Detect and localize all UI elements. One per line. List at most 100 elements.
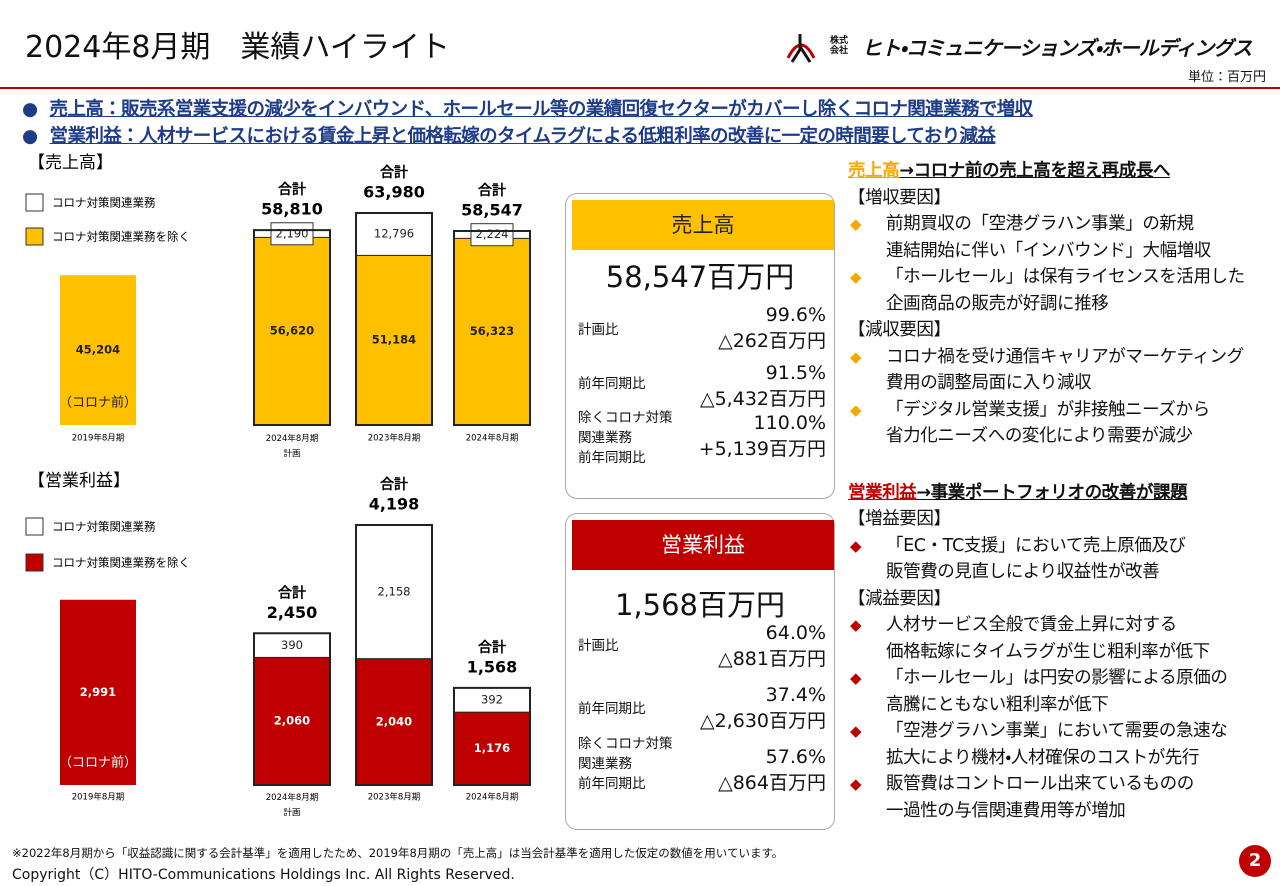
kpi-row-label-line: 計画比 [578,638,619,654]
value-label: 1,176 [474,741,510,755]
company-prefix: 株式会社 [830,36,849,56]
value-label: 56,323 [470,324,514,338]
total-outline [453,686,531,786]
panel-heading: 営業利益→事業ポートフォリオの改善が課題 [848,480,1278,507]
x-tick-label: 2019年8月期 [72,792,125,803]
x-tick-label: 2023年8月期 [368,433,421,444]
kpi-main: 58,547百万円 [605,260,795,294]
bullet-dot: ● [22,126,38,147]
bar-segment [454,238,530,425]
kpi-rate: 99.6% [765,304,826,326]
headline-text: 営業利益：人材サービスにおける賃金上昇と価格転嫁のタイムラグによる低粗利率の改善… [49,126,996,147]
kpi-row-label-line: 前年同期比 [578,450,646,466]
headline: ● 売上高：販売系営業支援の減少をインバウンド、ホールセール等の業績回復セクターが… [22,95,1033,121]
panel-item: ◆ 「EC・TC支援」において売上原価及び 販管費の見直しにより収益性が改善 [848,533,1278,586]
value-label: 2,190 [276,226,309,240]
bar-segment [356,255,432,425]
x-tick-label: 2024年8月期 [466,792,519,803]
bar-segment [356,658,432,785]
total-label: 58,547 [461,201,523,220]
kpi-diff: △881百万円 [718,648,826,670]
item-line: 省力化ニーズへの変化により需要が減少 [886,426,1193,446]
panel-item: ◆ 販管費はコントロール出来ているものの 一過性の与信関連費用等が増加 [848,771,1278,824]
kpi-rate: 37.4% [765,684,826,706]
panel-item: ◆ 人材サービス全般で賃金上昇に対する 価格転嫁にタイムラグが生じ粗利率が低下 [848,612,1278,665]
header-rule [0,87,1280,89]
value-label-box [470,223,514,247]
chart-title: 【売上高】 [28,153,113,173]
x-tick-label: 2019年8月期 [72,433,125,444]
company-name: ヒト・コミュニケーションズ・ホールディングス [862,36,1252,60]
chart-title: 【営業利益】 [28,471,130,491]
item-line: 費用の調整局面に入り減収 [886,373,1092,393]
kpi-row-label: 除くコロナ対策 関連業務前年同期比 [578,734,673,794]
panel-heading: 売上高→コロナ前の売上高を超え再成長へ [848,158,1278,185]
item-line: 「空港グラハン事業」において需要の急速な [886,721,1228,741]
bullet-dot: ● [22,99,38,120]
kpi-row-label-line: 関連業務 [578,756,632,772]
bar-segment [254,657,330,785]
value-label: 392 [481,693,503,707]
kpi-diff: +5,139百万円 [698,438,826,460]
kpi-rate: 64.0% [765,622,826,644]
value-label: 2,158 [378,584,411,598]
panel-heading-key: 売上高 [848,161,900,181]
x-tick-label: 2024年8月期 [466,433,519,444]
page-number: 2 [1239,845,1271,877]
item-line: 一過性の与信関連費用等が増加 [886,800,1126,821]
item-line: 価格転嫁にタイムラグが生じ粗利率が低下 [886,641,1210,662]
item-line: 「デジタル営業支援」が非接触ニーズから [886,399,1210,420]
logo-mark [786,34,816,63]
value-label: 12,796 [374,227,414,241]
kpi-row-label-line: 計画比 [578,322,619,338]
legend-swatch [25,517,44,536]
panel-heading-text: →コロナ前の売上高を超え再成長へ [899,161,1171,181]
total-caption: 合計 [278,584,306,601]
x-tick-label: 2024年8月期計画 [266,433,319,459]
item-line: 企画商品の販売が好調に推移 [886,293,1109,314]
kpi-row-label: 除くコロナ対策 関連業務前年同期比 [578,408,673,468]
kpi-row-label-line: 除くコロナ対策 [578,736,673,752]
legend-label: コロナ対策関連業務を除く [52,556,190,570]
item-marker: ◆ [850,722,862,740]
kpi-diff: △2,630百万円 [699,710,826,732]
item-marker: ◆ [850,775,862,793]
value-label: 2,040 [376,714,412,728]
legend-swatch [25,227,44,246]
kpi-row-label-line: 前年同期比 [578,701,646,717]
value-label-box [270,222,314,246]
kpi-row-label-line: 関連業務 [578,430,632,446]
kpi-rate: 110.0% [753,412,826,434]
kpi-row-label-line: 除くコロナ対策 [578,410,673,426]
legend-swatch [25,553,44,572]
kpi-row-label: 前年同期比 [578,699,646,719]
annotation: （コロナ前） [59,755,137,771]
bar-segment [355,524,433,660]
copyright: Copyright（C）HITO-Communications Holdings… [12,867,515,883]
item-line: 「ホールセール」は円安の影響による原価の [886,668,1228,688]
item-line: 前期買収の「空港グラハン事業」の新規 [886,214,1194,234]
headline-text: 売上高：販売系営業支援の減少をインバウンド、ホールセール等の業績回復セクターがカ… [49,99,1034,120]
total-caption: 合計 [278,181,306,198]
kpi-title: 売上高 [572,200,834,250]
kpi-diff: △5,432百万円 [699,388,826,410]
item-line: 高騰にともない粗利率が低下 [886,694,1109,715]
headline: ● 営業利益：人材サービスにおける賃金上昇と価格転嫁のタイムラグによる低粗利率の改… [22,122,996,148]
kpi-title: 営業利益 [572,520,834,570]
total-label: 63,980 [363,183,425,202]
total-caption: 合計 [380,164,408,181]
total-outline [453,230,531,426]
x-tick-label: 2023年8月期 [368,792,421,803]
kpi-row-label-line: 前年同期比 [578,776,646,792]
bar-segment [254,237,330,425]
item-line: 「ホールセール」は保有ライセンスを活用した [886,267,1245,287]
total-label: 58,810 [261,200,323,219]
panel-item: ◆ 「ホールセール」は円安の影響による原価の 高騰にともない粗利率が低下 [848,665,1278,718]
panel-item: ◆ 「デジタル営業支援」が非接触ニーズから 省力化ニーズへの変化により需要が減少 [848,397,1278,450]
item-marker: ◆ [850,669,862,687]
legend-swatch [25,193,44,212]
item-marker: ◆ [850,268,862,286]
